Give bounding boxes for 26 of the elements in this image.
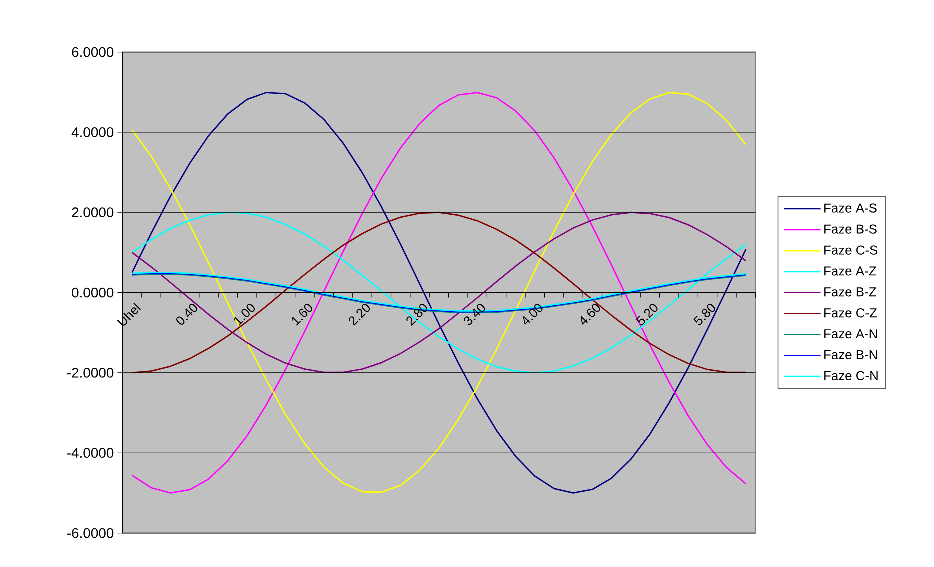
legend-label: Faze A-S (824, 204, 877, 213)
y-tick-label: 6.0000 (72, 47, 114, 58)
x-tick-label: 5.80 (694, 304, 716, 326)
x-tick-label: 2.20 (349, 304, 370, 326)
y-tick-label: 0.0000 (72, 288, 114, 298)
y-tick-label: -2.0000 (68, 368, 114, 378)
legend-label: Faze B-Z (824, 288, 876, 297)
legend-label: Faze B-S (824, 224, 877, 234)
y-tick-label: -4.0000 (68, 448, 114, 458)
y-tick-label: -6.0000 (68, 528, 114, 538)
legend-label: Faze B-N (824, 350, 878, 360)
legend-label: Faze C-N (824, 371, 878, 381)
legend-label: Faze A-N (824, 330, 878, 339)
x-tick-label: 4.60 (580, 304, 600, 325)
y-tick-label: 4.0000 (72, 128, 114, 138)
x-tick-label: 5.20 (636, 304, 658, 326)
legend-label: Faze A-Z (824, 266, 876, 276)
x-tick-label: 1.60 (292, 304, 313, 326)
x-tick-label: 3.40 (464, 304, 486, 326)
x-tick-label: 4.00 (523, 304, 543, 325)
x-tick-label: 0.40 (176, 304, 198, 325)
legend-label: Faze C-S (824, 246, 878, 255)
x-tick-label: 2.80 (406, 304, 428, 326)
x-tick-label: 1.00 (234, 304, 256, 326)
legend-label: Faze C-Z (824, 308, 878, 318)
y-tick-label: 2.0000 (72, 208, 114, 218)
